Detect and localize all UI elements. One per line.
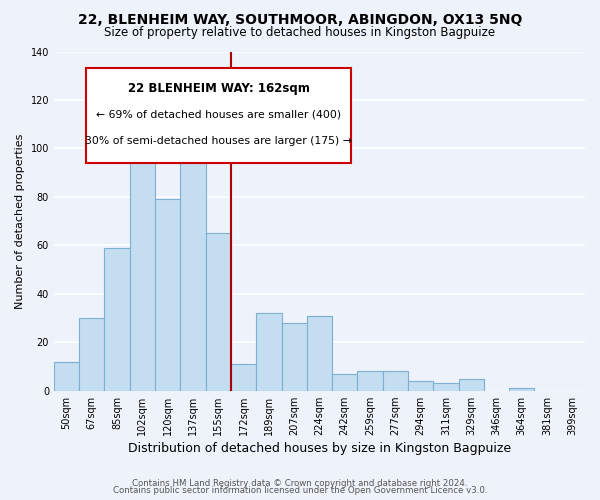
Bar xyxy=(358,372,383,390)
Y-axis label: Number of detached properties: Number of detached properties xyxy=(15,134,25,309)
Bar xyxy=(281,323,307,390)
Bar xyxy=(79,318,104,390)
Bar xyxy=(231,364,256,390)
X-axis label: Distribution of detached houses by size in Kingston Bagpuize: Distribution of detached houses by size … xyxy=(128,442,511,455)
Bar xyxy=(433,384,458,390)
Bar xyxy=(206,233,231,390)
Text: ← 69% of detached houses are smaller (400): ← 69% of detached houses are smaller (40… xyxy=(96,109,341,119)
Text: Size of property relative to detached houses in Kingston Bagpuize: Size of property relative to detached ho… xyxy=(104,26,496,39)
Text: 30% of semi-detached houses are larger (175) →: 30% of semi-detached houses are larger (… xyxy=(85,136,352,146)
Bar xyxy=(181,163,206,390)
Bar xyxy=(408,381,433,390)
FancyBboxPatch shape xyxy=(86,68,352,164)
Text: Contains HM Land Registry data © Crown copyright and database right 2024.: Contains HM Land Registry data © Crown c… xyxy=(132,478,468,488)
Bar xyxy=(383,372,408,390)
Bar xyxy=(458,378,484,390)
Bar xyxy=(332,374,358,390)
Bar xyxy=(155,200,181,390)
Bar xyxy=(307,316,332,390)
Bar xyxy=(509,388,535,390)
Bar xyxy=(54,362,79,390)
Text: 22, BLENHEIM WAY, SOUTHMOOR, ABINGDON, OX13 5NQ: 22, BLENHEIM WAY, SOUTHMOOR, ABINGDON, O… xyxy=(78,12,522,26)
Bar xyxy=(256,313,281,390)
Text: 22 BLENHEIM WAY: 162sqm: 22 BLENHEIM WAY: 162sqm xyxy=(128,82,310,95)
Bar xyxy=(130,120,155,390)
Bar xyxy=(104,248,130,390)
Text: Contains public sector information licensed under the Open Government Licence v3: Contains public sector information licen… xyxy=(113,486,487,495)
